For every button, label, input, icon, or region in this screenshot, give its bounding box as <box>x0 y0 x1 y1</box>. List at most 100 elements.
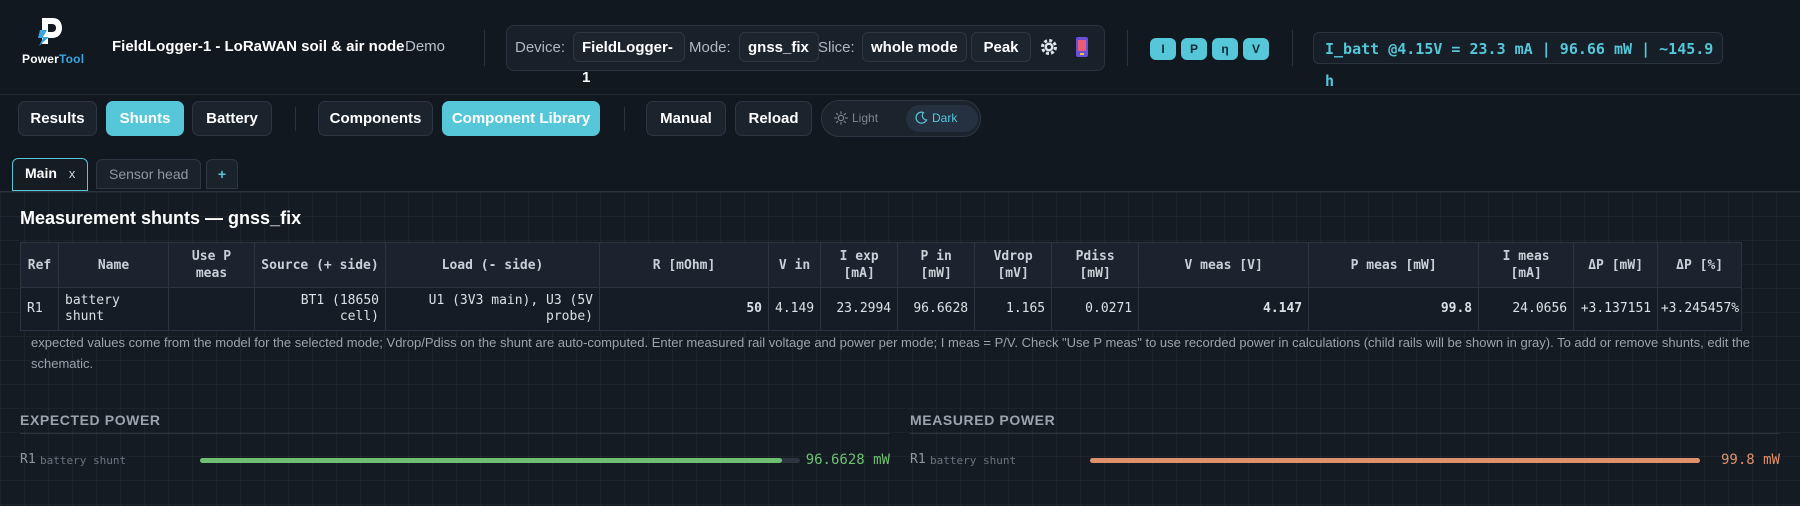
power-tool-logo: PowerTool <box>18 14 86 72</box>
column-header: ΔP [%] <box>1657 242 1743 288</box>
column-header: R [mOhm] <box>599 242 769 288</box>
pdiss-cell: 0.0271 <box>1051 287 1140 331</box>
measured-power-heading: MEASURED POWER <box>910 412 1056 428</box>
theme-light-option[interactable]: Light <box>826 105 896 132</box>
toolbar-divider <box>295 107 296 131</box>
main-toolbar: Results Shunts Battery Components Compon… <box>0 95 1800 145</box>
device-label: Device: <box>515 39 566 56</box>
shunts-help-note: expected values come from the model for … <box>31 335 1751 371</box>
column-header: Load (- side) <box>385 242 600 288</box>
theme-dark-label: Dark <box>932 111 958 125</box>
use-p-meas-checkbox[interactable] <box>168 287 255 331</box>
reload-button[interactable]: Reload <box>735 101 812 136</box>
header-divider <box>1127 30 1128 66</box>
column-header: Vdrop [mV] <box>974 242 1053 288</box>
p-meas-input[interactable]: 99.8 <box>1308 287 1480 331</box>
expected-power-divider <box>20 433 890 434</box>
shunts-button[interactable]: Shunts <box>106 101 184 136</box>
p-in-cell: 96.6628 <box>897 287 976 331</box>
current-badge[interactable]: I <box>1150 38 1176 60</box>
mode-label: Mode: <box>689 39 731 56</box>
power-badge[interactable]: P <box>1181 38 1207 60</box>
i-meas-cell: 24.0656 <box>1478 287 1575 331</box>
expected-power-heading: EXPECTED POWER <box>20 412 161 428</box>
theme-dark-option[interactable]: Dark <box>906 105 978 132</box>
shunts-table: Ref Name Use P meas Source (+ side) Load… <box>20 242 1743 331</box>
tab-sensor-head[interactable]: Sensor head <box>96 159 202 189</box>
expected-power-row: R1 battery shunt 96.6628 mW <box>20 450 890 470</box>
table-row: R1 battery shunt BT1 (18650 cell) U1 (3V… <box>20 287 1743 331</box>
v-in-cell: 4.149 <box>767 287 822 331</box>
column-header: Name <box>58 242 169 288</box>
component-library-button[interactable]: Component Library <box>442 101 600 136</box>
voltage-badge[interactable]: V <box>1243 38 1269 60</box>
toolbar-divider <box>624 107 625 131</box>
measured-power-row: R1 battery shunt 99.8 mW <box>910 450 1780 470</box>
column-header: Use P meas <box>168 242 255 288</box>
measured-power-name: battery shunt <box>930 454 1017 467</box>
manual-button[interactable]: Manual <box>646 101 726 136</box>
measured-power-ref: R1 <box>910 452 926 467</box>
header-divider <box>484 30 485 66</box>
measured-power-bar-fill <box>1090 458 1700 463</box>
expected-power-value: 96.6628 mW <box>805 452 890 468</box>
column-header: I exp [mA] <box>820 242 899 288</box>
table-header-row: Ref Name Use P meas Source (+ side) Load… <box>20 242 1743 288</box>
tab-main-label: Main <box>25 165 57 181</box>
results-button[interactable]: Results <box>18 101 97 136</box>
app-header: PowerTool FieldLogger-1 - LoRaWAN soil &… <box>0 0 1800 95</box>
theme-toggle: Light Dark <box>821 100 981 137</box>
schematic-tabs: Main x Sensor head + <box>0 155 1800 192</box>
device-selector-panel: Device: FieldLogger-1 Mode: gnss_fix Sli… <box>506 25 1105 86</box>
column-header: P in [mW] <box>897 242 976 288</box>
source-cell: BT1 (18650 cell) <box>254 287 386 331</box>
expected-power-bar <box>200 458 800 463</box>
logo-wordmark: PowerTool <box>22 52 85 66</box>
slice-select[interactable]: whole mode <box>862 32 967 62</box>
expected-power-name: battery shunt <box>40 454 127 467</box>
expected-power-ref: R1 <box>20 452 36 467</box>
v-meas-input[interactable]: 4.147 <box>1138 287 1310 331</box>
close-tab-icon[interactable]: x <box>68 166 76 181</box>
vdrop-cell: 1.165 <box>974 287 1053 331</box>
column-header: Source (+ side) <box>254 242 386 288</box>
column-header: ΔP [mW] <box>1573 242 1659 288</box>
demo-badge: Demo <box>405 38 446 55</box>
slice-label: Slice: <box>818 39 855 56</box>
column-header: P meas [mW] <box>1308 242 1480 288</box>
theme-light-label: Light <box>852 111 879 125</box>
project-title: FieldLogger-1 - LoRaWAN soil & air node <box>112 38 405 55</box>
column-header: V meas [V] <box>1138 242 1310 288</box>
tab-main[interactable]: Main x <box>12 158 89 191</box>
mode-select[interactable]: gnss_fix <box>739 32 819 62</box>
device-phone-icon[interactable] <box>1075 36 1089 58</box>
resistance-input[interactable]: 50 <box>599 287 769 331</box>
add-tab-button[interactable]: + <box>206 159 238 189</box>
device-select[interactable]: FieldLogger-1 <box>573 32 685 86</box>
measured-power-bar <box>1090 458 1700 463</box>
battery-button[interactable]: Battery <box>192 101 272 136</box>
delta-p-mw-cell: +3.137151 <box>1573 287 1659 331</box>
components-button[interactable]: Components <box>318 101 433 136</box>
peak-button[interactable]: Peak <box>971 32 1031 62</box>
load-cell: U1 (3V3 main), U3 (5V probe) <box>385 287 600 331</box>
power-plug-icon <box>38 18 62 46</box>
header-divider <box>1292 30 1293 66</box>
delta-p-pct-cell: +3.245457% <box>1657 287 1743 331</box>
section-title: Measurement shunts — gnss_fix <box>20 208 302 228</box>
column-header: Ref <box>20 242 59 288</box>
measured-power-value: 99.8 mW <box>1720 452 1780 468</box>
gear-icon[interactable] <box>1039 37 1059 57</box>
column-header: V in <box>767 242 822 288</box>
expected-power-bar-fill <box>200 458 782 463</box>
i-exp-cell: 23.2994 <box>820 287 899 331</box>
moon-icon <box>915 111 928 124</box>
measured-power-divider <box>910 433 1780 434</box>
battery-current-readout: I_batt @4.15V = 23.3 mA | 96.66 mW | ~14… <box>1313 32 1723 90</box>
ref-cell: R1 <box>20 287 59 331</box>
column-header: I meas [mA] <box>1478 242 1575 288</box>
sun-icon <box>834 111 848 125</box>
efficiency-badge[interactable]: η <box>1212 38 1238 60</box>
name-cell: battery shunt <box>58 287 169 331</box>
column-header: Pdiss [mW] <box>1051 242 1140 288</box>
